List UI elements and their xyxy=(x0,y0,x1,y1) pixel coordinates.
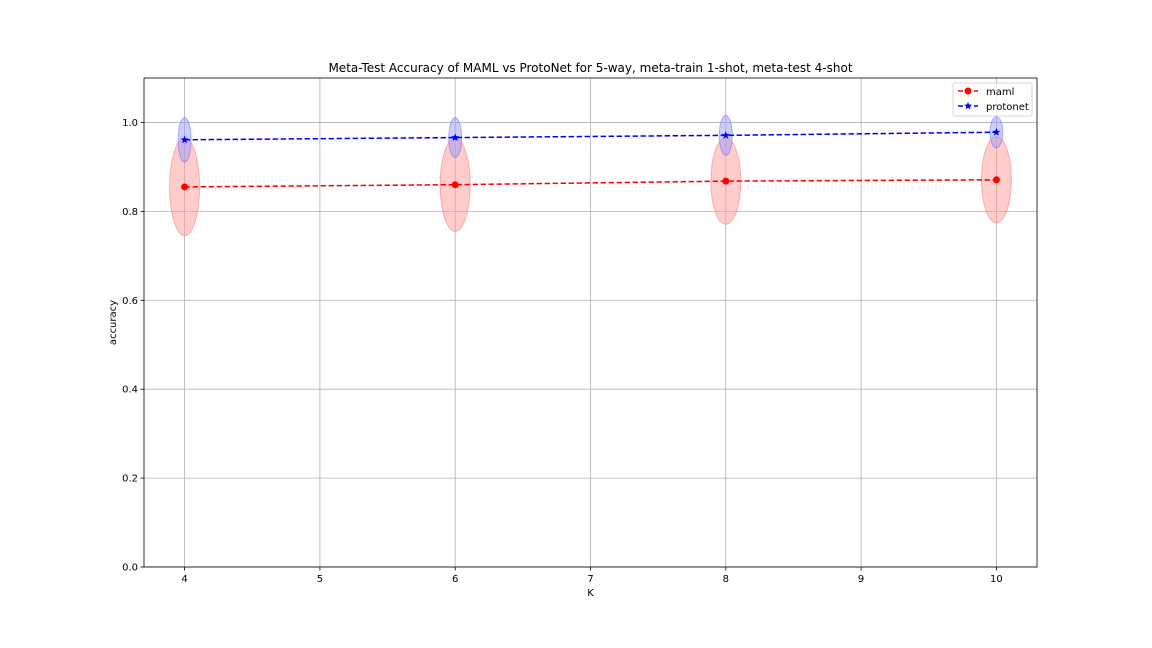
legend: maml protonet xyxy=(952,82,1033,117)
x-axis-ticks: 4 5 6 7 8 9 10 xyxy=(181,567,1003,585)
x-tick-label: 4 xyxy=(181,574,187,585)
x-axis-label: K xyxy=(587,588,594,599)
y-tick-label: 0.4 xyxy=(122,385,138,396)
maml-data-point xyxy=(722,177,730,185)
x-tick-label: 5 xyxy=(317,574,323,585)
protonet-series-line xyxy=(184,131,997,141)
legend-maml-label: maml xyxy=(986,87,1014,98)
protonet-data-point xyxy=(451,133,460,141)
y-tick-label: 0.0 xyxy=(122,563,138,574)
chart-title: Meta-Test Accuracy of MAML vs ProtoNet f… xyxy=(328,61,852,75)
y-tick-label: 0.6 xyxy=(122,296,138,307)
y-tick-label: 1.0 xyxy=(122,118,138,129)
y-tick-label: 0.2 xyxy=(122,474,138,485)
legend-box xyxy=(952,82,1033,117)
series-lines xyxy=(184,131,997,188)
maml-data-point xyxy=(181,183,189,191)
maml-data-point xyxy=(992,176,1000,184)
maml-data-point xyxy=(451,181,459,189)
maml-series-line xyxy=(184,179,997,188)
legend-protonet-marker xyxy=(964,101,972,110)
x-tick-label: 9 xyxy=(858,574,864,585)
x-tick-label: 8 xyxy=(723,574,729,585)
y-axis-label: accuracy xyxy=(108,300,119,345)
x-tick-label: 10 xyxy=(990,574,1003,585)
x-tick-label: 7 xyxy=(587,574,593,585)
y-axis-ticks: 0.0 0.2 0.4 0.6 0.8 1.0 xyxy=(122,118,144,574)
spread-bands xyxy=(169,114,1012,237)
x-tick-label: 6 xyxy=(452,574,458,585)
protonet-data-point xyxy=(180,135,189,144)
legend-protonet-label: protonet xyxy=(986,102,1029,113)
y-tick-label: 0.8 xyxy=(122,207,138,218)
legend-maml-marker xyxy=(964,87,972,95)
protonet-data-point xyxy=(992,128,1001,136)
series-markers xyxy=(180,128,1001,191)
protonet-data-point xyxy=(721,131,730,139)
